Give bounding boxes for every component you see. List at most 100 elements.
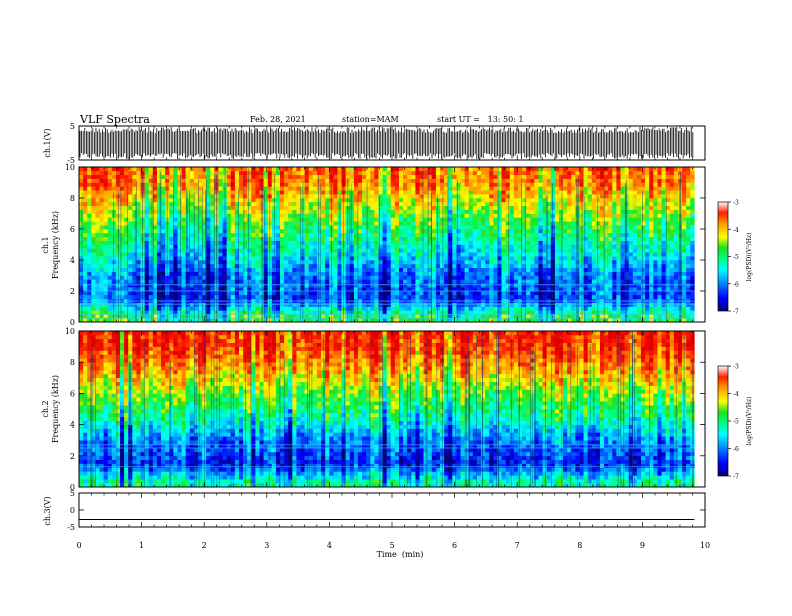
- ch1-spectrogram-cell: [100, 186, 104, 190]
- ch1-spectrogram-cell: [79, 283, 83, 287]
- ch1-spectrogram-cell: [522, 252, 526, 256]
- ch1-spectrogram-cell: [288, 241, 292, 245]
- ch1-spectrogram-cell: [100, 295, 104, 299]
- ch1-spectrogram-cell: [218, 210, 222, 214]
- ch1-spectrogram-cell: [276, 229, 280, 233]
- ch1-spectrogram-cell: [218, 179, 222, 183]
- ch1-spectrogram-cell: [407, 291, 411, 295]
- ch1-spectrogram-cell: [116, 171, 120, 175]
- ch1-spectrogram-cell: [309, 217, 313, 221]
- ch1-spectrogram-cell: [288, 190, 292, 194]
- ch1-spectrogram-cell: [395, 186, 399, 190]
- ch1-spectrogram-cell: [510, 167, 514, 171]
- ch1-spectrogram-cell: [358, 272, 362, 276]
- ch1-spectrogram-cell: [415, 252, 419, 256]
- ch1-spectrogram-cell: [493, 260, 497, 264]
- ch1-spectrogram-cell: [280, 167, 284, 171]
- ch1-spectrogram-cell: [534, 245, 538, 249]
- ch1-spectrogram-cell: [526, 256, 530, 260]
- ch1-spectrogram-cell: [272, 291, 276, 295]
- ch1-spectrogram-cell: [292, 241, 296, 245]
- ch1-spectrogram-cell: [104, 210, 108, 214]
- ch1-spectrogram-cell: [391, 248, 395, 252]
- ch1-spectrogram-cell: [173, 237, 177, 241]
- ch1-spectrogram-cell: [485, 190, 489, 194]
- ch1-spectrogram-cell: [91, 206, 95, 210]
- ch1-spectrogram-cell: [149, 279, 153, 283]
- ch1-spectrogram-cell: [432, 248, 436, 252]
- ch1-spectrogram-cell: [87, 241, 91, 245]
- ch1-spectrogram-cell: [227, 283, 231, 287]
- ch1-spectrogram-cell: [370, 245, 374, 249]
- ch1-spectrogram-cell: [362, 272, 366, 276]
- ch1-spectrogram-cell: [161, 303, 165, 307]
- ch1-spectrogram-cell: [502, 307, 506, 311]
- ch1-spectrogram-cell: [436, 206, 440, 210]
- ch1-spectrogram-cell: [374, 291, 378, 295]
- ch1-spectrogram-cell: [485, 233, 489, 237]
- ch1-spectrogram-cell: [325, 194, 329, 198]
- ch1-spectrogram-cell: [374, 175, 378, 179]
- ch1-spectrogram-cell: [399, 279, 403, 283]
- ch1-spectrogram-cell: [374, 264, 378, 268]
- ch1-spectrogram-cell: [104, 264, 108, 268]
- ch1-spectrogram-cell: [305, 225, 309, 229]
- ch1-spectrogram-cell: [461, 295, 465, 299]
- ch1-spectrogram-cell: [227, 268, 231, 272]
- ch1-spectrogram-cell: [321, 291, 325, 295]
- ch1-spectrogram-cell: [288, 237, 292, 241]
- ch1-spectrogram-cell: [145, 252, 149, 256]
- ch1-spectrogram-cell: [91, 233, 95, 237]
- ch1-spectrogram-cell: [465, 295, 469, 299]
- ch1-spectrogram-cell: [448, 276, 452, 280]
- ch1-spectrogram-cell: [305, 206, 309, 210]
- ch1-spectrogram-cell: [440, 202, 444, 206]
- ch1-spectrogram-cell: [415, 245, 419, 249]
- ch1-spectrogram-cell: [284, 248, 288, 252]
- ch1-spectrogram-cell: [108, 194, 112, 198]
- ch1-spectrogram-cell: [305, 167, 309, 171]
- ch1-spectrogram-cell: [149, 276, 153, 280]
- ch1-spectrogram-cell: [526, 264, 530, 268]
- ch1-spectrogram-cell: [452, 179, 456, 183]
- ch1-spectrogram-cell: [362, 283, 366, 287]
- ch1-spectrogram-cell: [370, 179, 374, 183]
- ch1-spectrogram-cell: [272, 221, 276, 225]
- ch1-spectrogram-cell: [469, 291, 473, 295]
- ch1-spectrogram-cell: [292, 283, 296, 287]
- ch1-spectrogram-cell: [276, 241, 280, 245]
- ch1-spectrogram-cell: [383, 206, 387, 210]
- ch1-spectrogram-cell: [255, 295, 259, 299]
- ch1-spectrogram-cell: [231, 237, 235, 241]
- ch1-spectrogram-cell: [407, 283, 411, 287]
- ch1-spectrogram-cell: [481, 167, 485, 171]
- ch1-spectrogram-cell: [333, 202, 337, 206]
- ch1-spectrogram-cell: [149, 214, 153, 218]
- ch1-spectrogram-cell: [104, 248, 108, 252]
- ch1-spectrogram-cell: [95, 303, 99, 307]
- ch1-spectrogram-cell: [481, 210, 485, 214]
- ch1-spectrogram-cell: [469, 283, 473, 287]
- ch1-spectrogram-cell: [461, 307, 465, 311]
- ch1-spectrogram-cell: [280, 252, 284, 256]
- figure-title: VLF Spectra: [79, 113, 150, 126]
- ch1-spectrogram-cell: [280, 221, 284, 225]
- ch1-spectrogram-cell: [391, 190, 395, 194]
- ch1-spectrogram-cell: [522, 210, 526, 214]
- ch1-spectrogram-cell: [182, 241, 186, 245]
- ch1-spectrogram-cell: [424, 276, 428, 280]
- ch1-spectrogram-cell: [424, 260, 428, 264]
- ch1-spectrogram-cell: [530, 198, 534, 202]
- ch1-spectrogram-cell: [403, 186, 407, 190]
- ch1-spectrogram-cell: [387, 276, 391, 280]
- ch1-spectrogram-cell: [391, 272, 395, 276]
- ch1-spectrogram-cell: [510, 245, 514, 249]
- ch1-spectrogram-cell: [333, 217, 337, 221]
- ch1-spectrogram-cell: [243, 167, 247, 171]
- ch1-spectrogram-cell: [321, 272, 325, 276]
- ch1-spectrogram-cell: [489, 295, 493, 299]
- ch1-spectrogram-cell: [374, 167, 378, 171]
- ch1-spectrogram-cell: [280, 210, 284, 214]
- ch1-spectrogram-cell: [473, 214, 477, 218]
- ch1-spectrogram-cell: [461, 202, 465, 206]
